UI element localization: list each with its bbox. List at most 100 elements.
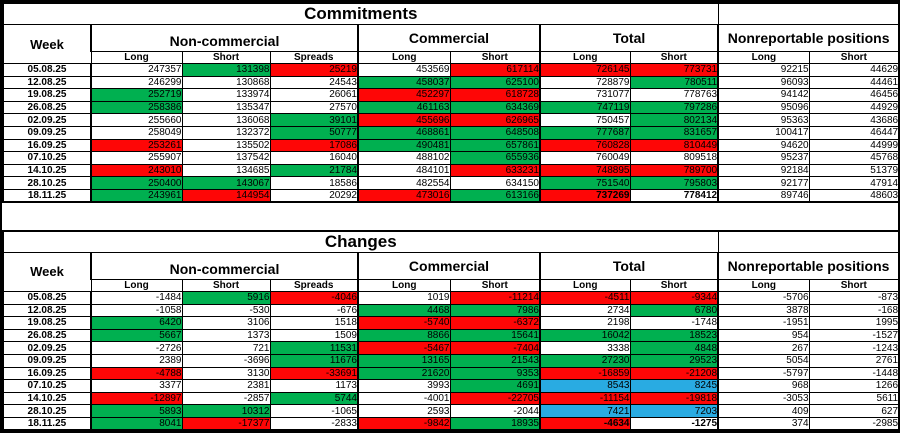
- table-row: 12.08.25 246299 130868 24543 458037 625100 728…: [2, 75, 900, 90]
- value-cell: 94142: [717, 88, 810, 102]
- value-cell: 747119: [539, 100, 631, 115]
- value-cell: -2044: [449, 404, 541, 418]
- changes-week-column-header: Week: [2, 251, 92, 292]
- value-cell: 655936: [449, 151, 541, 165]
- value-cell: 29523: [629, 353, 720, 368]
- col-header-nr-short: Short: [808, 278, 900, 292]
- value-cell: 243010: [90, 163, 183, 178]
- value-cell: 47914: [808, 176, 900, 190]
- col-header-nr-long: Long: [717, 278, 810, 292]
- value-cell: 7986: [449, 303, 541, 318]
- value-cell: 130868: [181, 75, 271, 90]
- value-cell: 458037: [357, 75, 451, 90]
- value-cell: 247357: [90, 63, 183, 77]
- value-cell: -4001: [357, 391, 451, 406]
- value-cell: 7203: [629, 404, 720, 418]
- value-cell: 18523: [629, 328, 720, 343]
- value-cell: 488102: [357, 151, 451, 165]
- value-cell: 613166: [449, 188, 541, 203]
- value-cell: 2381: [181, 379, 271, 393]
- changes-subheader-row: Long Short Spreads Long Short Long Short…: [3, 278, 900, 292]
- value-cell: -873: [808, 290, 900, 305]
- value-cell: 3106: [181, 316, 271, 330]
- value-cell: 255907: [90, 151, 183, 165]
- value-cell: 45768: [808, 151, 900, 165]
- table-row: 14.10.25 243010 134685 21784 484101 633231 748…: [2, 163, 900, 178]
- value-cell: 89746: [717, 188, 810, 203]
- value-cell: 777687: [539, 125, 631, 140]
- value-cell: -16859: [539, 366, 631, 381]
- value-cell: 96093: [717, 75, 810, 90]
- week-cell: 07.10.25: [2, 151, 92, 165]
- week-cell: 16.09.25: [2, 138, 92, 153]
- value-cell: 255660: [90, 113, 183, 127]
- value-cell: -1951: [717, 316, 810, 330]
- value-cell: 721: [181, 341, 271, 355]
- commitments-body: 05.08.25 247357 131398 25219 453569 617114 726…: [2, 63, 900, 203]
- table-row: 07.10.25 3377 2381 1173 3993 4691 8543 8245 968 1…: [2, 379, 900, 393]
- changes-group-header-row: Week Non-commercial Commercial Total Non…: [2, 251, 900, 292]
- col-header-t-long: Long: [539, 278, 631, 292]
- commitments-title: Commitments: [2, 2, 719, 25]
- value-cell: 809518: [629, 151, 720, 165]
- value-cell: -12897: [90, 391, 183, 406]
- value-cell: 137542: [181, 151, 271, 165]
- value-cell: 7421: [539, 404, 631, 418]
- value-cell: 143067: [181, 176, 271, 190]
- col-header-t-short: Short: [629, 278, 720, 292]
- value-cell: 618728: [449, 88, 541, 102]
- group-header-commercial: Commercial: [357, 24, 541, 52]
- commitments-title-spacer: [717, 2, 900, 25]
- table-row: 18.11.25 8041 -17377 -2833 -9842 18935 -4634 -1…: [2, 416, 900, 431]
- value-cell: 748895: [539, 163, 631, 178]
- value-cell: -33691: [269, 366, 359, 381]
- value-cell: 633231: [449, 163, 541, 178]
- value-cell: 17086: [269, 138, 359, 153]
- value-cell: 1995: [808, 316, 900, 330]
- value-cell: 250400: [90, 176, 183, 190]
- value-cell: 46447: [808, 125, 900, 140]
- value-cell: 92215: [717, 63, 810, 77]
- value-cell: 267: [717, 341, 810, 355]
- value-cell: 2389: [90, 353, 183, 368]
- value-cell: 954: [717, 328, 810, 343]
- value-cell: 21543: [449, 353, 541, 368]
- value-cell: 18586: [269, 176, 359, 190]
- value-cell: -6372: [449, 316, 541, 330]
- value-cell: 6420: [90, 316, 183, 330]
- table-row: 02.09.25 -2726 721 11531 -5467 -7404 3338 4848 2…: [2, 341, 900, 355]
- week-cell: 02.09.25: [2, 113, 92, 127]
- value-cell: 8866: [357, 328, 451, 343]
- value-cell: 802134: [629, 113, 720, 127]
- value-cell: 468861: [357, 125, 451, 140]
- value-cell: 374: [717, 416, 810, 431]
- value-cell: 2734: [539, 303, 631, 318]
- table-row: 16.09.25 253261 135502 17086 490481 657861 760…: [2, 138, 900, 153]
- changes-table: Changes Week Non-commercial Commercial T…: [2, 229, 900, 431]
- table-row: 12.08.25 -1058 -530 -676 4468 7986 2734 6780 387…: [2, 303, 900, 318]
- week-cell: 09.09.25: [2, 353, 92, 368]
- value-cell: 625100: [449, 75, 541, 90]
- value-cell: -5467: [357, 341, 451, 355]
- value-cell: -9842: [357, 416, 451, 431]
- value-cell: 144954: [181, 188, 271, 203]
- week-cell: 26.08.25: [2, 328, 92, 343]
- value-cell: 44461: [808, 75, 900, 90]
- value-cell: -4634: [539, 416, 631, 431]
- value-cell: 134685: [181, 163, 271, 178]
- value-cell: 1509: [269, 328, 359, 343]
- value-cell: 95096: [717, 100, 810, 115]
- value-cell: -17377: [181, 416, 271, 431]
- value-cell: 3130: [181, 366, 271, 381]
- value-cell: 133974: [181, 88, 271, 102]
- value-cell: 39101: [269, 113, 359, 127]
- commitments-group-header-row: Week Non-commercial Commercial Total Non…: [2, 24, 900, 64]
- week-cell: 18.11.25: [2, 416, 92, 431]
- value-cell: 789700: [629, 163, 720, 178]
- value-cell: -1275: [629, 416, 720, 431]
- group-header-total: Total: [538, 251, 720, 280]
- value-cell: 20292: [269, 188, 359, 203]
- table-row: 14.10.25 -12897 -2857 5744 -4001 -22705 -11154…: [2, 391, 900, 406]
- table-row: 28.10.25 5893 10312 -1065 2593 -2044 7421 7203 4…: [2, 404, 900, 418]
